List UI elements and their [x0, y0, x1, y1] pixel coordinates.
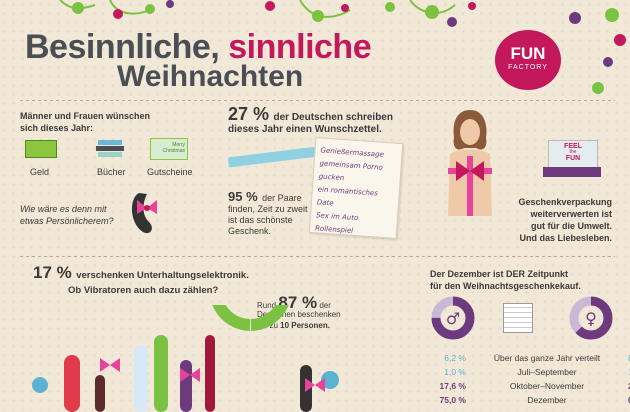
calendar-icon [503, 303, 533, 333]
couples-pct: 95 % [228, 189, 258, 204]
logo-line2: FACTORY [508, 64, 548, 71]
couples-text2: finden, Zeit zu zweit [228, 204, 308, 214]
wishlist-stat: 27 % der Deutschen schreiben [228, 104, 393, 125]
box-base [543, 167, 601, 177]
male-value: 75,0 % [439, 395, 466, 405]
row-label: Oktober–November [509, 381, 585, 391]
brand-logo: FUN FACTORY [495, 30, 561, 90]
divider [20, 256, 615, 257]
female-symbol-icon: ♀ [585, 309, 597, 328]
male-value: 6,2 % [444, 353, 466, 363]
persons-suffix: der [319, 301, 331, 310]
male-value: 17,6 % [439, 381, 466, 391]
packaging-line1: Geschenkverpackung [518, 197, 612, 207]
row-label: Dezember [527, 395, 567, 405]
title-part1: Besinnliche, [25, 28, 220, 66]
packaging-line3: gut für die Umwelt. [531, 221, 612, 231]
wishlist-note: Genießermassage gemeinsam Porno gucken e… [308, 137, 404, 239]
couples-text3: ist das schönste [228, 215, 293, 225]
wishes-question: Wie wäre es denn mit etwas Persönlichere… [20, 203, 114, 227]
electronics-stat: 17 % verschenken Unterhaltungselektronik… [33, 263, 249, 283]
gift-box-icon: FEEL the FUN [548, 140, 598, 168]
persons-line3b: 10 Personen. [280, 321, 330, 330]
wishlist-pct: 27 % [228, 104, 270, 124]
packaging-line4: Und das Liebesleben. [519, 233, 612, 243]
female-value: 62,8 % [622, 393, 630, 407]
male-symbol-icon: ♂ [446, 309, 460, 328]
persons-prefix: Rund [257, 301, 277, 310]
couples-text4: Geschenk. [228, 226, 272, 236]
couples-stat: 95 % der Paare finden, Zeit zu zweit ist… [228, 189, 308, 237]
table-row: 6,2 % Über das ganze Jahr verteilt 8,8 % [432, 351, 630, 365]
packaging-line2: weiterverwerten ist [530, 209, 612, 219]
electronics-text2: Ob Vibratoren auch dazu zählen? [68, 285, 219, 296]
december-heading2: für den Weihnachtsgeschenkekauf. [430, 281, 581, 291]
male-value: 1,0 % [444, 367, 466, 377]
voucher-text: Merry Christmas [162, 142, 185, 154]
book-spine [96, 146, 124, 151]
persons-line2: Deutschen beschenken [257, 310, 341, 319]
table-row: 75,0 % Dezember 62,8 % [432, 393, 630, 407]
wishes-heading-line2: sich dieses Jahr: [20, 123, 94, 133]
december-table: 6,2 % Über das ganze Jahr verteilt 8,8 %… [432, 351, 630, 407]
wish-item-voucher: Gutscheine [147, 167, 193, 177]
voucher-icon: Merry Christmas [150, 138, 188, 160]
female-value: 1,4 % [622, 365, 630, 379]
couples-text1: der Paare [262, 193, 302, 203]
packaging-text: Geschenkverpackung weiterverwerten ist g… [512, 196, 612, 244]
persons-pct: 87 % [278, 293, 318, 312]
page-title-line2: Weihnachten [117, 60, 304, 93]
wishes-heading: Männer und Frauen wünschen sich dieses J… [20, 110, 150, 134]
box-label2: the [569, 149, 577, 155]
female-value: 8,8 % [622, 351, 630, 365]
money-icon [25, 140, 57, 158]
toys-illustration [32, 305, 339, 412]
december-heading1: Der Dezember ist DER Zeitpunkt [430, 269, 569, 279]
question-line2: etwas Persönlicherem? [20, 216, 114, 226]
electronics-pct: 17 % [33, 263, 72, 282]
row-label: Über das ganze Jahr verteilt [493, 353, 601, 363]
male-december-arc [431, 296, 475, 340]
title-part2: sinnliche [228, 28, 372, 66]
woman-gift-illustration [448, 110, 492, 216]
female-donut-chart: ♀ [569, 296, 613, 340]
row-label: Juli–September [517, 367, 577, 377]
logo-line1: FUN [510, 44, 546, 63]
book-spine [98, 152, 122, 157]
wish-item-books: Bücher [97, 167, 126, 177]
question-line1: Wie wäre es denn mit [20, 204, 107, 214]
box-label1: FEEL [564, 143, 582, 150]
toy-with-bow-icon [131, 193, 157, 234]
wishlist-text1: der Deutschen schreiben [273, 112, 393, 123]
page-title: Besinnliche, sinnliche [25, 28, 372, 67]
table-row: 1,0 % Juli–September 1,4 % [432, 365, 630, 379]
electronics-text1: verschenken Unterhaltungselektronik. [76, 270, 249, 281]
books-icon [98, 140, 122, 145]
divider [20, 100, 615, 101]
male-donut-chart: ♂ [431, 296, 475, 340]
female-december-arc [569, 296, 613, 340]
female-value: 26,8 % [622, 379, 630, 393]
wishlist-text2: dieses Jahr einen Wunschzettel. [228, 124, 382, 135]
wish-item-money: Geld [30, 167, 50, 177]
wishes-heading-line1: Männer und Frauen wünschen [20, 111, 151, 121]
table-row: 17,6 % Oktober–November 26,8 % [432, 379, 630, 393]
box-label3: FUN [565, 155, 581, 162]
december-heading: Der Dezember ist DER Zeitpunkt für den W… [430, 268, 581, 292]
